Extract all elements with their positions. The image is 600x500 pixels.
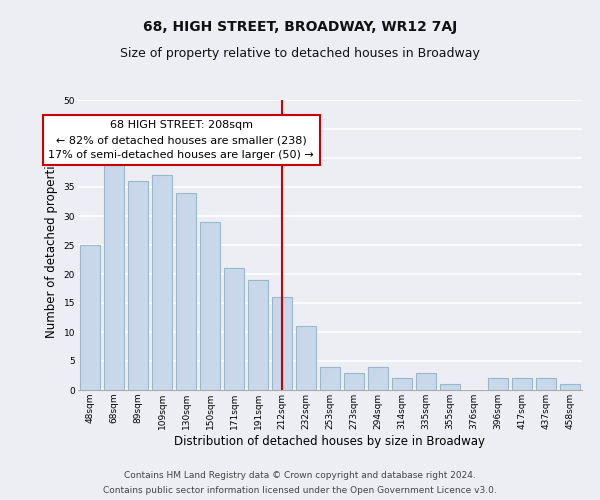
Bar: [200, 222, 220, 390]
Text: Size of property relative to detached houses in Broadway: Size of property relative to detached ho…: [120, 48, 480, 60]
Bar: [536, 378, 556, 390]
Bar: [104, 158, 124, 390]
Bar: [560, 384, 580, 390]
Bar: [344, 372, 364, 390]
X-axis label: Distribution of detached houses by size in Broadway: Distribution of detached houses by size …: [175, 434, 485, 448]
Bar: [416, 372, 436, 390]
Bar: [296, 326, 316, 390]
Bar: [152, 176, 172, 390]
Bar: [368, 367, 388, 390]
Bar: [320, 367, 340, 390]
Text: 68 HIGH STREET: 208sqm
← 82% of detached houses are smaller (238)
17% of semi-de: 68 HIGH STREET: 208sqm ← 82% of detached…: [49, 120, 314, 160]
Y-axis label: Number of detached properties: Number of detached properties: [45, 152, 58, 338]
Bar: [128, 181, 148, 390]
Bar: [248, 280, 268, 390]
Bar: [80, 245, 100, 390]
Text: 68, HIGH STREET, BROADWAY, WR12 7AJ: 68, HIGH STREET, BROADWAY, WR12 7AJ: [143, 20, 457, 34]
Bar: [176, 193, 196, 390]
Bar: [224, 268, 244, 390]
Bar: [488, 378, 508, 390]
Bar: [440, 384, 460, 390]
Bar: [512, 378, 532, 390]
Text: Contains public sector information licensed under the Open Government Licence v3: Contains public sector information licen…: [103, 486, 497, 495]
Bar: [392, 378, 412, 390]
Bar: [272, 297, 292, 390]
Text: Contains HM Land Registry data © Crown copyright and database right 2024.: Contains HM Land Registry data © Crown c…: [124, 471, 476, 480]
